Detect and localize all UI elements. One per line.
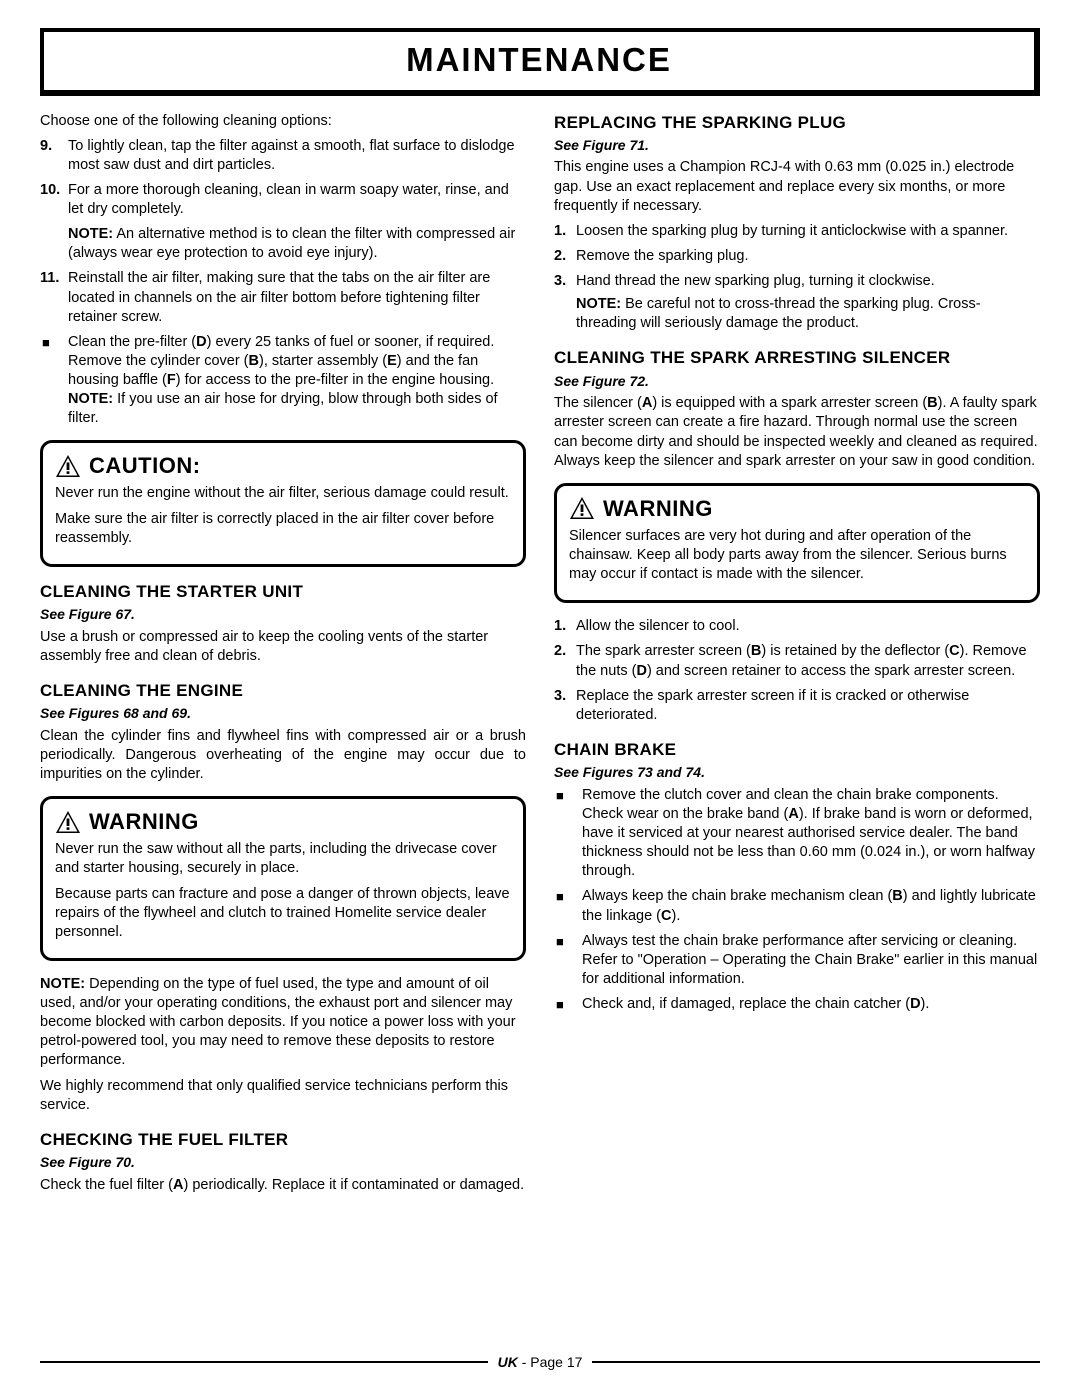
list-item: 2.The spark arrester screen (B) is retai… (554, 642, 1040, 680)
title-box: MAINTENANCE (40, 28, 1040, 96)
figure-ref: See Figure 72. (554, 372, 1040, 390)
warning-box: WARNING Never run the saw without all th… (40, 796, 526, 961)
figure-ref: See Figures 68 and 69. (40, 704, 526, 722)
step-number: 11. (40, 269, 59, 288)
heading-engine: CLEANING THE ENGINE (40, 680, 526, 702)
step-note: NOTE: An alternative method is to clean … (68, 225, 526, 263)
figure-ref: See Figures 73 and 74. (554, 763, 1040, 781)
caution-text: Make sure the air filter is correctly pl… (55, 510, 511, 548)
warning-icon (55, 810, 81, 834)
warning-header: WARNING (569, 494, 1025, 523)
step-text: Reinstall the air filter, making sure th… (68, 270, 490, 324)
heading-brake: CHAIN BRAKE (554, 739, 1040, 761)
warning-header: WARNING (55, 807, 511, 836)
list-item: 1.Loosen the sparking plug by turning it… (554, 222, 1040, 241)
list-item: Check and, if damaged, replace the chain… (554, 995, 1040, 1014)
warning-text: Because parts can fracture and pose a da… (55, 885, 511, 942)
body-text: Check the fuel filter (A) periodically. … (40, 1176, 526, 1195)
warning-label: WARNING (89, 807, 199, 836)
page-title: MAINTENANCE (44, 38, 1034, 82)
warning-icon (569, 496, 595, 520)
figure-ref: See Figure 71. (554, 136, 1040, 154)
step-10: 10. For a more thorough cleaning, clean … (40, 181, 526, 264)
step-note: NOTE: Be careful not to cross-thread the… (576, 295, 1040, 333)
figure-ref: See Figure 70. (40, 1153, 526, 1171)
step-11: 11. Reinstall the air filter, making sur… (40, 269, 526, 326)
figure-ref: See Figure 67. (40, 605, 526, 623)
caution-header: CAUTION: (55, 451, 511, 480)
prefilter-bullet: Clean the pre-filter (D) every 25 tanks … (40, 333, 526, 429)
list-item: Always keep the chain brake mechanism cl… (554, 887, 1040, 925)
heading-starter: CLEANING THE STARTER UNIT (40, 581, 526, 603)
content-columns: Choose one of the following cleaning opt… (40, 112, 1040, 1201)
footer-rule (592, 1361, 1040, 1363)
body-text: The silencer (A) is equipped with a spar… (554, 394, 1040, 471)
warning-label: WARNING (603, 494, 713, 523)
list-item: Remove the clutch cover and clean the ch… (554, 786, 1040, 882)
heading-fuel: CHECKING THE FUEL FILTER (40, 1129, 526, 1151)
right-column: REPLACING THE SPARKING PLUG See Figure 7… (554, 112, 1040, 1201)
prefilter-bullets: Clean the pre-filter (D) every 25 tanks … (40, 333, 526, 429)
caution-label: CAUTION: (89, 451, 201, 480)
footer-rule (40, 1361, 488, 1363)
step-number: 10. (40, 181, 60, 200)
body-text: Clean the cylinder fins and flywheel fin… (40, 727, 526, 784)
page-footer: UK - Page 17 (40, 1353, 1040, 1371)
note-text: We highly recommend that only qualified … (40, 1077, 526, 1115)
brake-bullets: Remove the clutch cover and clean the ch… (554, 786, 1040, 1014)
list-item: Always test the chain brake performance … (554, 932, 1040, 989)
list-item: 3.Replace the spark arrester screen if i… (554, 687, 1040, 725)
sparkplug-steps: 1.Loosen the sparking plug by turning it… (554, 222, 1040, 334)
body-text: Use a brush or compressed air to keep th… (40, 628, 526, 666)
step-9: 9. To lightly clean, tap the filter agai… (40, 137, 526, 175)
page-number: UK - Page 17 (498, 1353, 583, 1371)
left-column: Choose one of the following cleaning opt… (40, 112, 526, 1201)
note-text: NOTE: Depending on the type of fuel used… (40, 975, 526, 1071)
step-number: 9. (40, 137, 52, 156)
list-item: 2.Remove the sparking plug. (554, 247, 1040, 266)
cleaning-steps: 9. To lightly clean, tap the filter agai… (40, 137, 526, 327)
heading-sparkplug: REPLACING THE SPARKING PLUG (554, 112, 1040, 134)
step-text: To lightly clean, tap the filter against… (68, 138, 515, 173)
silencer-steps: 1.Allow the silencer to cool. 2.The spar… (554, 617, 1040, 725)
warning-icon (55, 454, 81, 478)
warning-box: WARNING Silencer surfaces are very hot d… (554, 483, 1040, 603)
warning-text: Never run the saw without all the parts,… (55, 840, 511, 878)
heading-silencer: CLEANING THE SPARK ARRESTING SILENCER (554, 347, 1040, 369)
caution-text: Never run the engine without the air fil… (55, 484, 511, 503)
list-item: 3.Hand thread the new sparking plug, tur… (554, 272, 1040, 333)
caution-box: CAUTION: Never run the engine without th… (40, 440, 526, 566)
step-text: For a more thorough cleaning, clean in w… (68, 182, 509, 217)
bullet-note: NOTE: If you use an air hose for drying,… (68, 390, 526, 428)
list-item: 1.Allow the silencer to cool. (554, 617, 1040, 636)
intro-text: Choose one of the following cleaning opt… (40, 112, 526, 131)
warning-text: Silencer surfaces are very hot during an… (569, 527, 1025, 584)
body-text: This engine uses a Champion RCJ-4 with 0… (554, 158, 1040, 215)
